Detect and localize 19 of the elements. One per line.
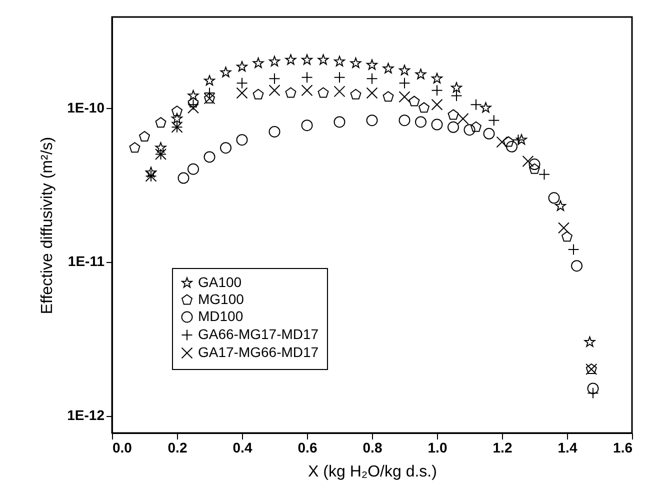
x-tick-label: 0.0 [112,440,132,456]
legend-label: GA66-MG17-MD17 [198,326,319,342]
y-tick-label: 1E-11 [68,253,105,270]
x-tick-label: 0.8 [362,440,382,456]
y-axis-title: Effective diffusivity (m²/s) [39,136,56,314]
legend-label: GA100 [198,274,242,290]
x-tick-label: 0.4 [232,440,252,456]
x-tick-label: 0.6 [298,440,318,456]
y-tick-label: 1E-12 [67,407,105,424]
x-tick-label: 0.2 [168,440,188,456]
legend-label: MD100 [198,308,244,324]
x-tick-label: 1.0 [428,440,448,456]
legend-label: GA17-MG66-MD17 [198,344,319,360]
y-tick-label: 1E-10 [67,99,105,116]
x-tick-label: 1.6 [613,440,633,456]
x-tick-label: 1.4 [558,440,578,456]
legend-label: MG100 [198,291,244,307]
x-tick-label: 1.2 [492,440,512,456]
x-axis-title: X (kg H₂O/kg d.s.) [308,464,437,480]
